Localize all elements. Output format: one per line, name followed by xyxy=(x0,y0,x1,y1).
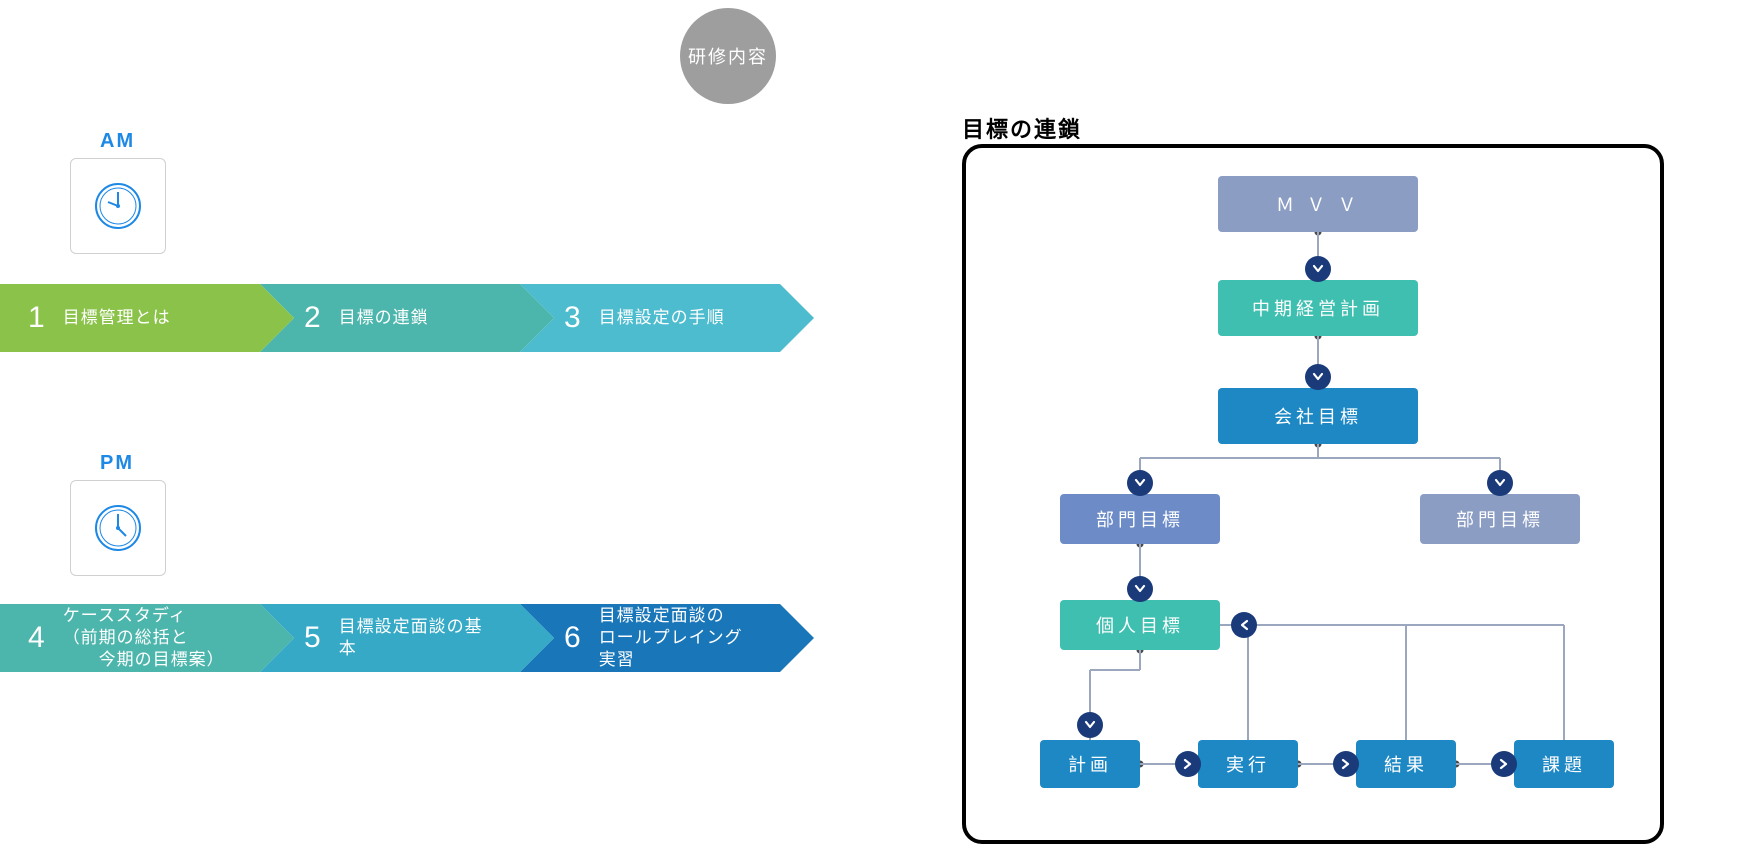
flow-node-company: 会社目標 xyxy=(1218,388,1418,444)
flow-node-plan: 計画 xyxy=(1040,740,1140,788)
clock-pm xyxy=(70,480,166,576)
chevron-down-icon xyxy=(1127,576,1153,602)
chevron-down-icon xyxy=(1305,364,1331,390)
flow-panel: Ｍ Ｖ Ｖ中期経営計画会社目標部門目標部門目標個人目標計画実行結果課題 xyxy=(962,144,1664,844)
arrow-step-num: 1 xyxy=(28,301,45,335)
clock-am xyxy=(70,158,166,254)
arrow-step-num: 3 xyxy=(564,301,581,335)
arrow-step-num: 2 xyxy=(304,301,321,335)
chevron-right-icon xyxy=(1333,751,1359,777)
arrow-row-am: 1 目標管理とは 2 目標の連鎖 3 目標設定の手順 xyxy=(0,284,780,352)
chevron-down-icon xyxy=(1487,470,1513,496)
flow-node-result: 結果 xyxy=(1356,740,1456,788)
chevron-right-icon xyxy=(1491,751,1517,777)
flow-node-exec: 実行 xyxy=(1198,740,1298,788)
header-circle: 研修内容 xyxy=(680,8,776,104)
chevron-down-icon xyxy=(1077,712,1103,738)
clock-icon xyxy=(92,180,144,232)
arrow-step-1: 1 目標管理とは xyxy=(0,284,260,352)
arrow-row-pm: 4 ケーススタディ （前期の総括と 今期の目標案） 5 目標設定面談の基本 6 目標設定面… xyxy=(0,604,780,672)
arrow-step-num: 5 xyxy=(304,621,321,655)
arrow-step-label: 目標管理とは xyxy=(63,307,171,329)
chevron-down-icon xyxy=(1305,256,1331,282)
flow-node-deptR: 部門目標 xyxy=(1420,494,1580,544)
arrow-step-label: 目標設定面談の ロールプレイング実習 xyxy=(599,605,760,671)
chevron-left-icon xyxy=(1231,612,1257,638)
arrow-step-4: 4 ケーススタディ （前期の総括と 今期の目標案） xyxy=(0,604,260,672)
chevron-right-icon xyxy=(1175,751,1201,777)
arrow-step-label: 目標設定の手順 xyxy=(599,307,725,329)
chevron-down-icon xyxy=(1127,470,1153,496)
clock-icon xyxy=(92,502,144,554)
arrow-step-6: 6 目標設定面談の ロールプレイング実習 xyxy=(520,604,780,672)
arrow-step-label: ケーススタディ （前期の総括と 今期の目標案） xyxy=(63,605,225,671)
arrow-step-num: 6 xyxy=(564,621,581,655)
header-title: 研修内容 xyxy=(688,43,768,69)
arrow-step-num: 4 xyxy=(28,621,45,655)
arrow-step-2: 2 目標の連鎖 xyxy=(260,284,520,352)
arrow-step-3: 3 目標設定の手順 xyxy=(520,284,780,352)
flow-node-issue: 課題 xyxy=(1514,740,1614,788)
flow-node-deptL: 部門目標 xyxy=(1060,494,1220,544)
period-am-label: AM xyxy=(100,130,135,153)
arrow-step-5: 5 目標設定面談の基本 xyxy=(260,604,520,672)
flow-node-midplan: 中期経営計画 xyxy=(1218,280,1418,336)
flow-title: 目標の連鎖 xyxy=(962,112,1082,144)
flow-node-mvv: Ｍ Ｖ Ｖ xyxy=(1218,176,1418,232)
period-pm-label: PM xyxy=(100,452,134,475)
flow-node-personal: 個人目標 xyxy=(1060,600,1220,650)
arrow-step-label: 目標設定面談の基本 xyxy=(339,616,500,660)
arrow-step-label: 目標の連鎖 xyxy=(339,307,429,329)
